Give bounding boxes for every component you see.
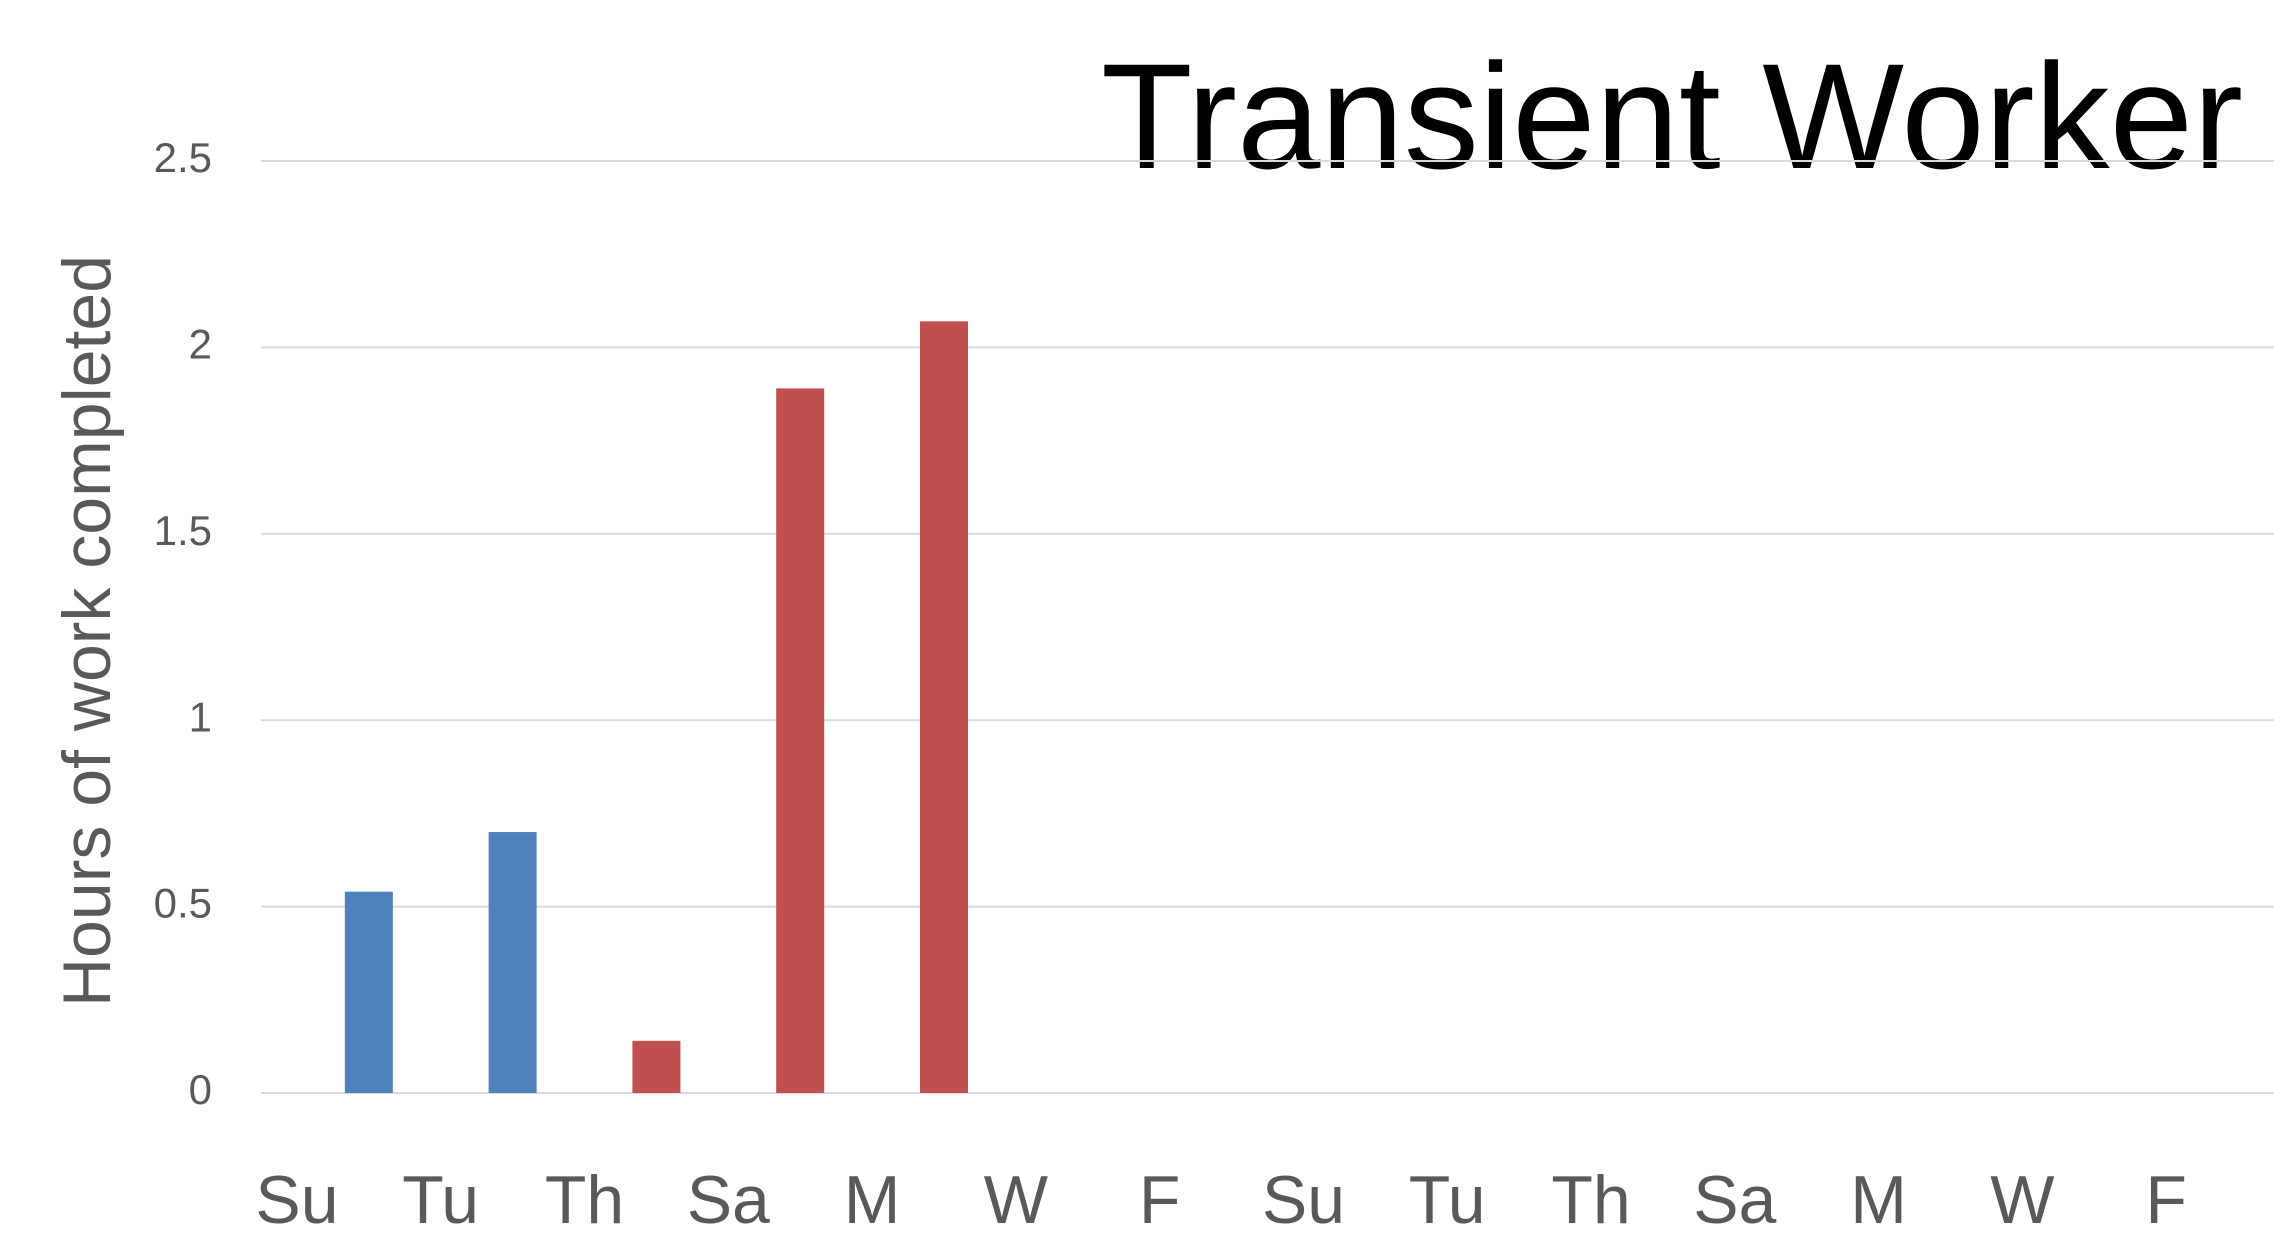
x-tick-label: Sa [687,1162,770,1237]
y-tick-label: 1.5 [154,507,212,554]
x-tick-label: M [844,1162,901,1237]
y-tick-label: 2 [189,320,212,367]
x-tick-label: F [1139,1162,1181,1237]
y-tick-label: 1 [189,693,212,740]
bar [776,388,825,1094]
bar [488,832,537,1093]
y-tick-label: 0.5 [154,880,212,927]
x-tick-label: M [1850,1162,1907,1237]
y-tick-label: 2.5 [154,134,212,181]
y-axis-label: Hours of work completed [49,255,125,1007]
x-tick-label: Th [1551,1162,1630,1237]
x-tick-label: F [2145,1162,2187,1237]
chart-title: Transient Worker [1101,32,2243,200]
bar [344,891,393,1093]
x-tick-label: Sa [1693,1162,1776,1237]
x-tick-label: W [1990,1162,2054,1237]
bar [632,1040,681,1093]
x-tick-label: Tu [1409,1162,1486,1237]
x-tick-label: Su [1262,1162,1345,1237]
bar [919,321,968,1094]
x-tick-label: Tu [402,1162,479,1237]
x-tick-label: W [984,1162,1048,1237]
x-tick-label: Th [545,1162,624,1237]
x-tick-label: Su [255,1162,338,1237]
y-tick-label: 0 [189,1066,212,1113]
